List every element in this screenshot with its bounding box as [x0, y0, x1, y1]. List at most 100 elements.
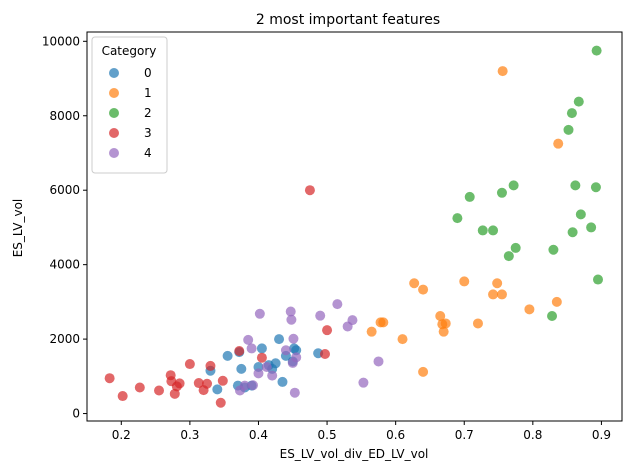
chart-title: 2 most important features: [256, 12, 440, 28]
data-point: [104, 373, 115, 384]
data-point: [477, 225, 488, 236]
x-tick-label: 0.7: [455, 428, 474, 442]
data-point: [397, 334, 408, 345]
data-point: [373, 356, 384, 367]
legend-marker: [109, 128, 119, 138]
y-tick-label: 2000: [49, 332, 80, 346]
y-axis-label: ES_LV_vol: [11, 199, 25, 258]
data-point: [492, 278, 503, 289]
data-point: [202, 378, 213, 389]
data-point: [508, 180, 519, 191]
data-point: [438, 326, 449, 337]
data-point: [117, 391, 128, 402]
data-point: [270, 358, 281, 369]
y-tick-label: 8000: [49, 109, 80, 123]
data-point: [243, 334, 254, 345]
data-point: [274, 334, 285, 345]
y-tick-label: 6000: [49, 183, 80, 197]
data-point: [322, 325, 333, 336]
data-point: [548, 244, 559, 255]
x-tick-label: 0.9: [592, 428, 611, 442]
legend-title: Category: [102, 44, 157, 58]
legend-marker: [109, 88, 119, 98]
data-point: [567, 227, 578, 238]
data-point: [267, 370, 278, 381]
data-point: [440, 318, 451, 329]
data-point: [304, 185, 315, 196]
data-point: [497, 66, 508, 77]
data-point: [378, 317, 389, 328]
data-point: [277, 376, 288, 387]
x-tick-label: 0.5: [318, 428, 337, 442]
data-point: [215, 397, 226, 408]
series-2: [452, 45, 603, 322]
data-point: [247, 380, 258, 391]
legend-entry: 0: [144, 66, 152, 80]
data-point: [286, 314, 297, 325]
data-point: [358, 377, 369, 388]
data-point: [134, 382, 145, 393]
data-point: [246, 343, 257, 354]
x-tick-label: 0.4: [249, 428, 268, 442]
data-point: [590, 182, 601, 193]
x-tick-label: 0.2: [112, 428, 131, 442]
data-point: [496, 289, 507, 300]
legend-marker: [109, 68, 119, 78]
legend-entry: 3: [144, 126, 152, 140]
data-point: [547, 311, 558, 322]
data-point: [253, 368, 264, 379]
data-point: [254, 308, 265, 319]
data-point: [256, 343, 267, 354]
data-point: [366, 326, 377, 337]
data-points: [104, 45, 603, 408]
x-tick-label: 0.3: [180, 428, 199, 442]
data-point: [452, 213, 463, 224]
data-point: [347, 315, 358, 326]
data-point: [291, 352, 302, 363]
data-point: [488, 225, 499, 236]
data-point: [592, 274, 603, 285]
data-point: [553, 138, 564, 149]
data-point: [236, 363, 247, 374]
data-point: [418, 366, 429, 377]
data-point: [464, 191, 475, 202]
x-tick-label: 0.8: [523, 428, 542, 442]
data-point: [291, 345, 302, 356]
data-point: [459, 276, 470, 287]
data-point: [563, 124, 574, 135]
data-point: [418, 284, 429, 295]
data-point: [575, 209, 586, 220]
data-point: [573, 96, 584, 107]
data-point: [409, 278, 420, 289]
legend-entry: 1: [144, 86, 152, 100]
y-tick-label: 0: [72, 407, 80, 421]
x-tick-label: 0.6: [386, 428, 405, 442]
data-point: [586, 222, 597, 233]
plot-frame: [86, 31, 623, 422]
data-point: [212, 384, 223, 395]
legend-entry: 4: [144, 146, 152, 160]
data-point: [205, 360, 216, 371]
data-point: [488, 289, 499, 300]
data-point: [285, 306, 296, 317]
legend-marker: [109, 108, 119, 118]
data-point: [288, 333, 299, 344]
data-point: [234, 346, 245, 357]
data-point: [184, 359, 195, 370]
data-point: [289, 387, 300, 398]
series-1: [366, 66, 564, 377]
data-point: [591, 45, 602, 56]
data-point: [551, 296, 562, 307]
data-point: [332, 299, 343, 310]
legend: Category 0 1 2 3 4: [91, 36, 168, 174]
data-point: [566, 108, 577, 119]
y-tick-label: 10000: [42, 34, 80, 48]
data-point: [222, 350, 233, 361]
data-point: [174, 378, 185, 389]
y-axis: 0 2000 4000 6000 8000 10000: [42, 34, 87, 421]
data-point: [261, 362, 272, 373]
data-point: [280, 345, 291, 356]
data-point: [503, 251, 514, 262]
data-point: [239, 380, 250, 391]
